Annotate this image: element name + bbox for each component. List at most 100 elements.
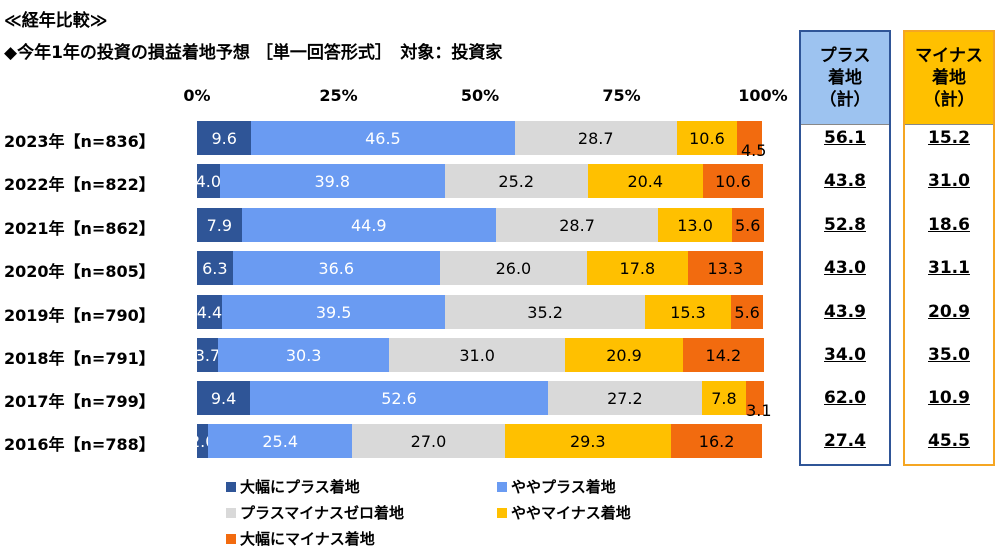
bar-segment: 3.1 [746,381,772,420]
x-tick-label: 25% [319,86,358,105]
data-label: 10.6 [689,128,725,148]
plus-total-column: プラス 着地 （計） [799,30,891,466]
header-line: （計） [819,90,871,110]
bar-segment: 44.9 [241,208,496,242]
data-label: 30.3 [285,345,322,365]
bar-segment: 4.5 [736,121,766,160]
bar-segment: 52.6 [250,381,548,415]
data-label: 9.4 [210,388,237,408]
bar-segment: 13.3 [687,251,763,285]
x-tick-label: 75% [602,86,641,105]
data-label: 15.3 [670,302,706,322]
minus-total-value: 10.9 [928,388,970,408]
data-label: 14.2 [705,345,742,365]
bar-segment: 30.3 [217,338,390,372]
plus-total-value: 34.0 [824,345,866,365]
bar-segment: 25.2 [444,164,588,198]
bar-segment: 4.4 [197,295,222,329]
data-label: 6.3 [202,258,228,278]
bar-segment: 27.0 [352,424,505,458]
section-title: ≪経年比較≫ [4,11,108,31]
minus-total-value: 35.0 [928,345,970,365]
category-label: 2018年【n=791】 [4,349,155,368]
legend-label: 大幅にマイナス着地 [240,530,375,548]
bar-segment: 5.6 [731,208,764,242]
data-label: 20.4 [627,171,664,191]
category-label: 2017年【n=799】 [4,392,155,411]
data-label: 5.6 [734,302,760,322]
plus-total-value: 27.4 [824,431,866,451]
data-label: 28.7 [559,215,595,235]
bar-segment: 31.0 [389,338,565,372]
bar-segment: 2.0 [190,424,215,458]
data-label: 44.9 [350,215,387,235]
category-label: 2016年【n=788】 [4,435,155,454]
legend-swatch [226,507,236,518]
data-label: 4.5 [740,140,767,160]
data-label: 7.9 [206,215,233,235]
legend-item: 大幅にプラス着地 [226,476,360,497]
data-label: 31.0 [459,345,495,365]
bar-segment: 20.4 [587,164,703,198]
plus-total-value: 52.8 [824,215,866,235]
category-label: 2020年【n=805】 [4,262,155,281]
minus-total-value: 45.5 [928,431,970,451]
legend-swatch [497,481,507,492]
plus-total-header: プラス 着地 （計） [801,32,889,125]
chart-title: ◆今年1年の投資の損益着地予想 ［単一回答形式］ 対象：投資家 [4,43,503,63]
bar-segment: 5.6 [731,295,763,329]
plus-total-value: 43.8 [824,171,866,191]
bar-segment: 20.9 [564,338,684,372]
bar-segment: 7.9 [197,208,242,242]
bar-segment: 36.6 [232,251,440,285]
minus-total-value: 20.9 [928,302,970,322]
bar-segment: 39.5 [221,295,446,329]
x-tick-label: 50% [460,86,500,105]
bar-segment: 13.0 [658,208,732,242]
data-label: 16.2 [698,431,735,451]
data-label: 52.6 [381,388,417,408]
legend-item: プラスマイナスゼロ着地 [226,502,404,523]
minus-total-value: 31.0 [928,171,970,191]
bar-segment: 4.0 [195,164,222,198]
legend-label: 大幅にプラス着地 [240,478,360,496]
header-line: 着地 [828,68,862,88]
bar-segment: 6.3 [197,251,233,285]
data-label: 27.0 [410,431,447,451]
data-label: 7.8 [711,388,737,408]
data-label: 5.6 [734,215,761,235]
data-label: 35.2 [527,302,563,322]
plus-total-value: 62.0 [824,388,866,408]
minus-total-value: 31.1 [928,258,970,278]
bar-segment: 3.7 [195,338,220,372]
bar-segment: 9.4 [197,381,251,415]
minus-total-column: マイナス 着地 （計） [903,30,995,466]
minus-total-value: 15.2 [928,128,970,148]
bar-segment: 7.8 [701,381,746,415]
bar-segment: 29.3 [504,424,671,458]
bar-segment: 28.7 [495,208,659,242]
data-label: 10.6 [715,171,751,191]
bar-segment: 35.2 [445,295,645,329]
legend-label: プラスマイナスゼロ着地 [240,504,404,522]
data-label: 39.8 [314,171,351,191]
bar-segment: 10.6 [676,121,737,155]
plus-total-value: 43.9 [824,302,866,322]
plus-total-value: 56.1 [824,128,866,148]
category-label: 2022年【n=822】 [4,175,155,194]
legend-swatch [226,481,236,492]
header-line: マイナス [915,46,983,66]
minus-total-value: 18.6 [928,215,970,235]
data-label: 13.0 [677,215,713,235]
plus-total-value: 43.0 [824,258,866,278]
bar-segment: 39.8 [219,164,445,198]
minus-total-header: マイナス 着地 （計） [905,32,993,125]
data-label: 36.6 [318,258,355,278]
data-label: 4.0 [195,171,222,191]
bar-segment: 26.0 [439,251,587,285]
bar-segment: 46.5 [251,121,515,155]
category-label: 2021年【n=862】 [4,219,155,238]
legend-item: ややマイナス着地 [497,502,631,523]
legend-swatch [226,533,236,544]
x-tick-label: 0% [183,86,211,105]
